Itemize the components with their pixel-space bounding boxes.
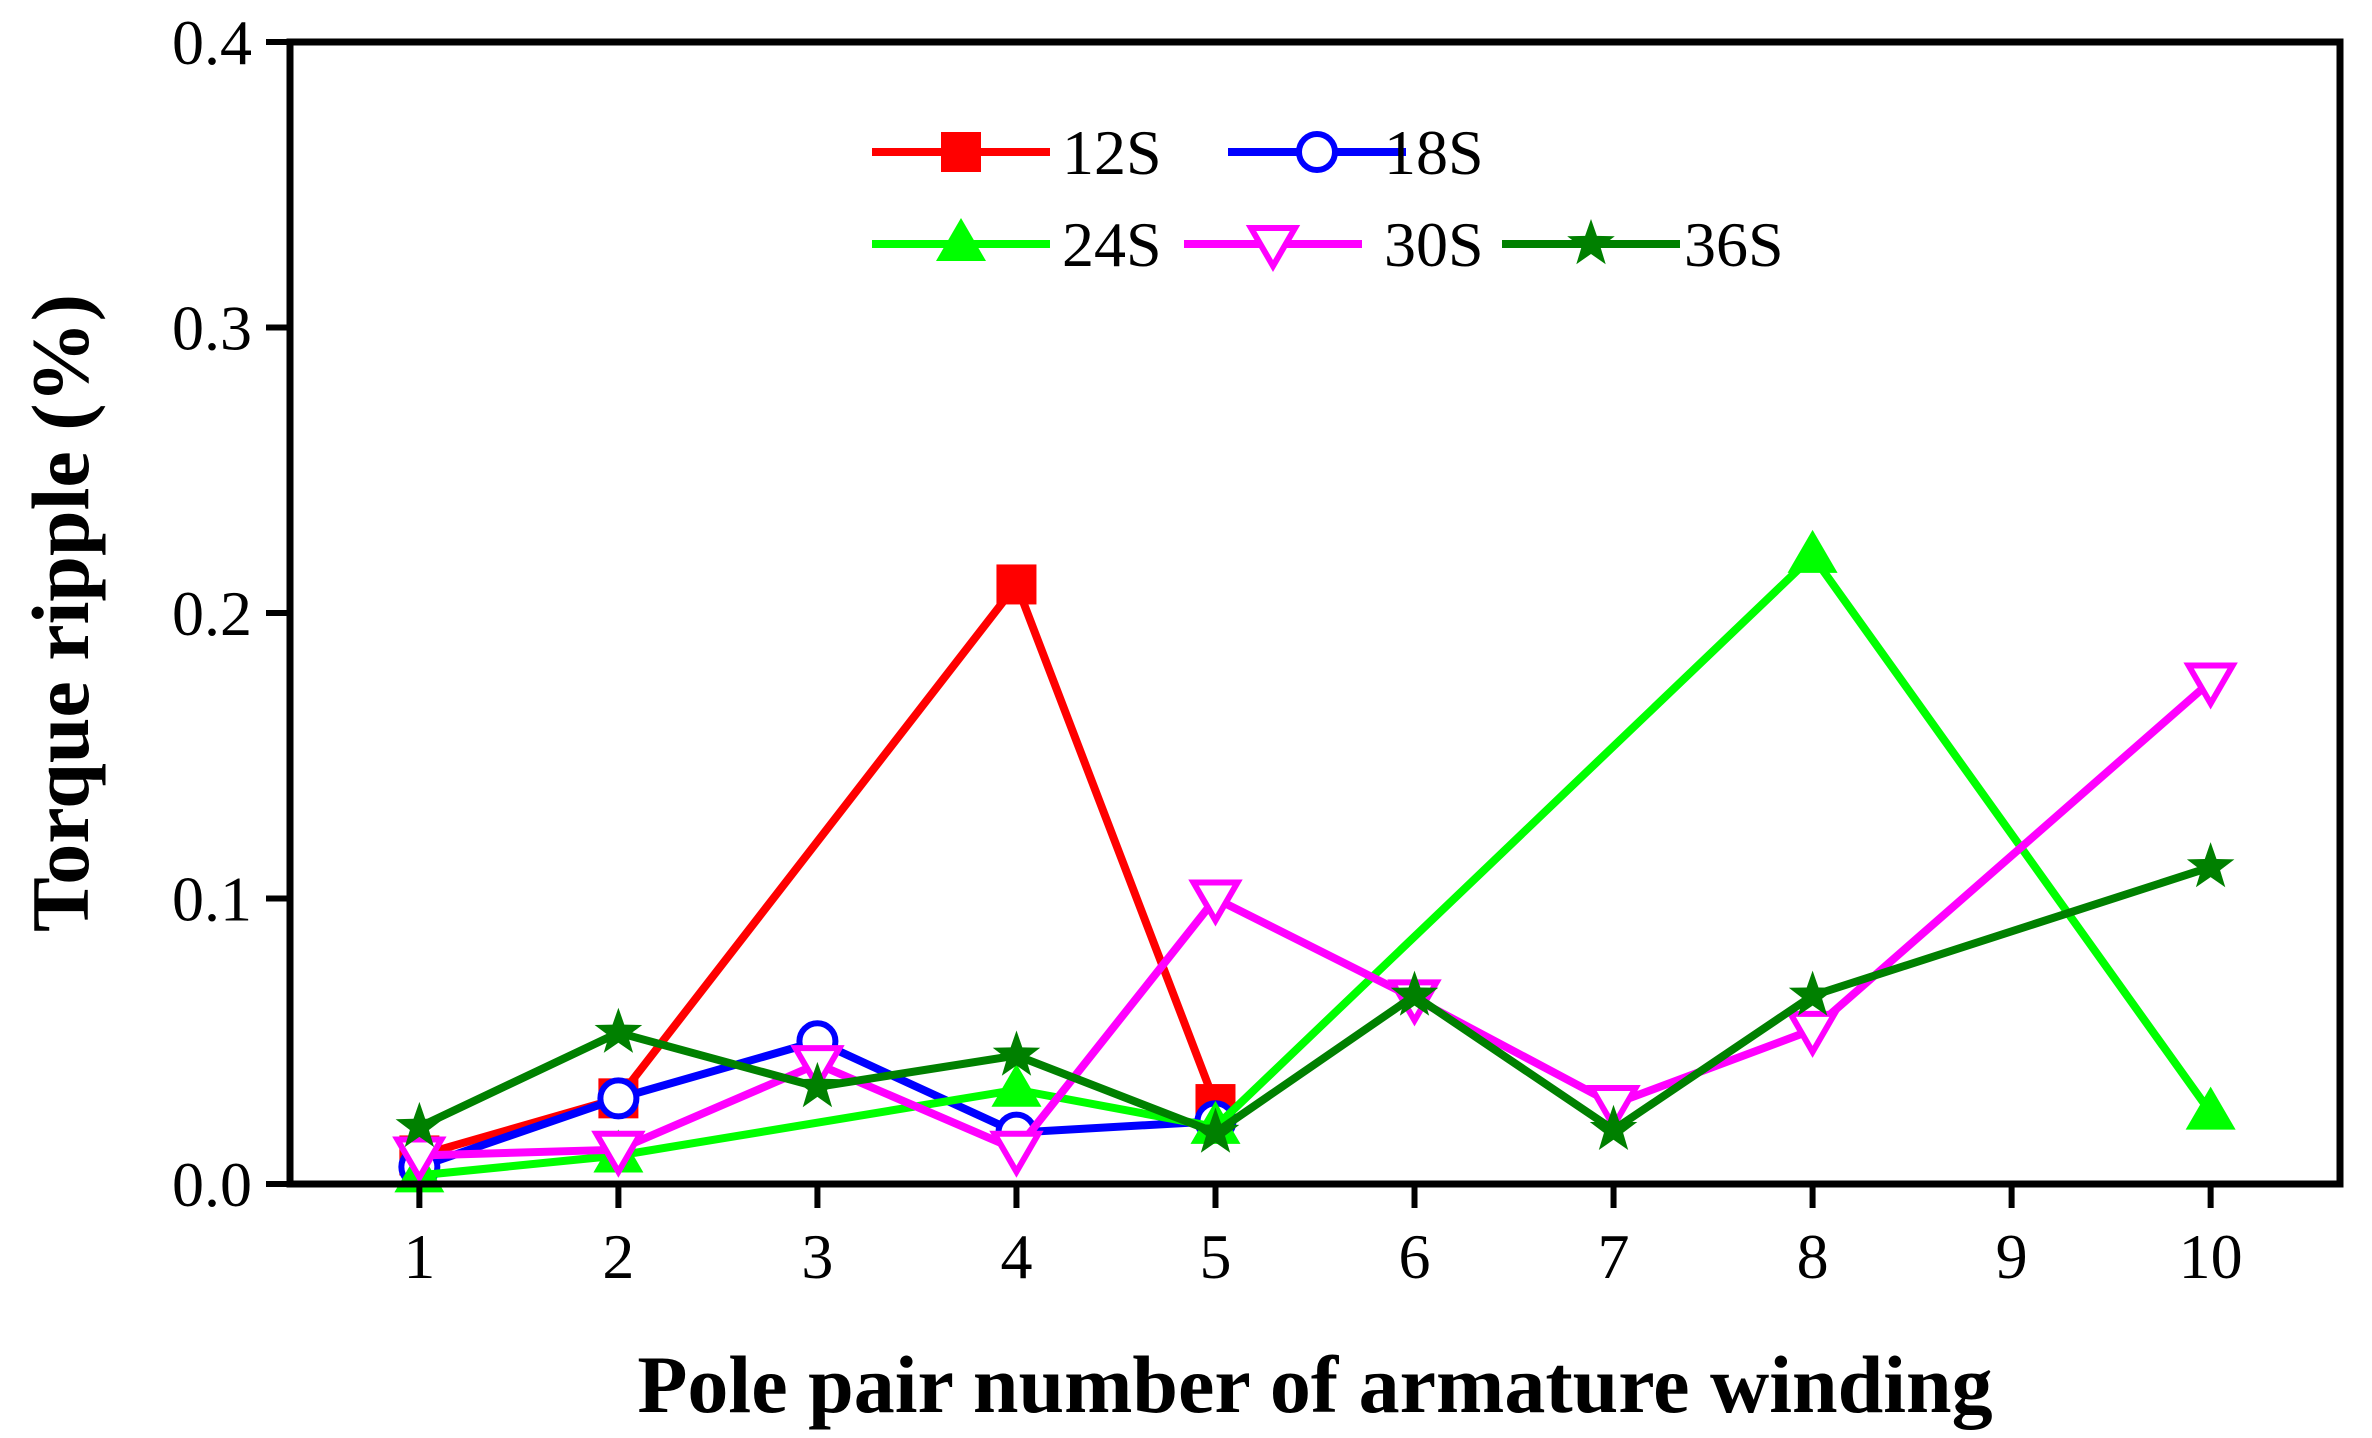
data-point-36S <box>395 1101 444 1148</box>
x-tick-label: 1 <box>403 1221 435 1292</box>
data-point-24S <box>991 1063 1042 1107</box>
data-point-18S <box>597 1077 640 1120</box>
data-point-24S <box>2185 1086 2236 1130</box>
x-tick-label: 7 <box>1598 1221 1630 1292</box>
series-30S <box>392 662 2238 1184</box>
legend-entry-36S: 36S <box>1502 209 1784 280</box>
y-tick-label: 0.1 <box>172 864 252 935</box>
data-point-24S <box>1787 529 1838 573</box>
y-axis-title: Torque ripple (%) <box>15 294 106 932</box>
plot-frame <box>286 38 2344 1188</box>
y-tick-label: 0.2 <box>172 578 252 649</box>
x-tick-label: 9 <box>1996 1221 2028 1292</box>
legend-entry-18S: 18S <box>1228 117 1484 188</box>
data-point-36S <box>594 1007 643 1053</box>
legend-marker <box>1567 219 1615 265</box>
legend-label: 30S <box>1384 209 1484 280</box>
data-point-36S <box>1589 1104 1638 1150</box>
series-line-36S <box>417 863 2212 1138</box>
legend-marker <box>1296 131 1338 173</box>
legend: 12S 18S 24S 30S 36S <box>872 117 1784 280</box>
axes-layer: 1 2 3 4 5 6 7 8 9 10 0.0 0.1 0.2 0.3 0.4 <box>172 7 2243 1292</box>
legend-marker <box>1245 225 1301 272</box>
data-point-36S <box>992 1030 1041 1076</box>
legend-entry-24S: 24S <box>872 209 1162 280</box>
legend-marker <box>936 218 986 261</box>
legend-label: 18S <box>1384 117 1484 188</box>
series-layer <box>392 529 2238 1193</box>
y-tick-label: 0.4 <box>172 7 252 78</box>
series-24S <box>394 529 2236 1193</box>
x-tick-label: 5 <box>1199 1221 1231 1292</box>
data-point-30S <box>392 1136 447 1184</box>
x-tick-label: 2 <box>602 1221 634 1292</box>
series-36S <box>395 842 2235 1153</box>
y-tick-label: 0.0 <box>172 1149 252 1220</box>
legend-entry-30S: 30S <box>1184 209 1484 280</box>
data-point-30S <box>591 1130 646 1178</box>
x-tick-label: 10 <box>2179 1221 2243 1292</box>
data-point-30S <box>1188 879 1243 927</box>
series-line-24S <box>419 549 2214 1180</box>
series-line-12S <box>418 576 1220 1160</box>
data-point-12S <box>996 564 1037 605</box>
legend-entry-12S: 12S <box>872 117 1162 188</box>
series-line-30S <box>419 678 2214 1160</box>
data-point-36S <box>2186 842 2235 888</box>
legend-label: 24S <box>1062 209 1162 280</box>
data-point-36S <box>793 1061 842 1108</box>
data-point-36S <box>1788 970 1837 1016</box>
data-point-30S <box>989 1130 1044 1178</box>
x-tick-label: 6 <box>1399 1221 1431 1292</box>
x-tick-label: 3 <box>801 1221 833 1292</box>
legend-label: 12S <box>1062 117 1162 188</box>
data-point-30S <box>2183 662 2238 710</box>
data-point-36S <box>1191 1107 1240 1153</box>
y-tick-label: 0.3 <box>172 293 252 364</box>
x-tick-label: 4 <box>1000 1221 1032 1292</box>
x-axis-title: Pole pair number of armature winding <box>637 1339 1992 1430</box>
data-point-30S <box>1785 1010 1840 1058</box>
legend-marker <box>941 132 981 172</box>
data-point-36S <box>1390 970 1439 1016</box>
legend-label: 36S <box>1684 209 1784 280</box>
x-tick-label: 8 <box>1797 1221 1829 1292</box>
